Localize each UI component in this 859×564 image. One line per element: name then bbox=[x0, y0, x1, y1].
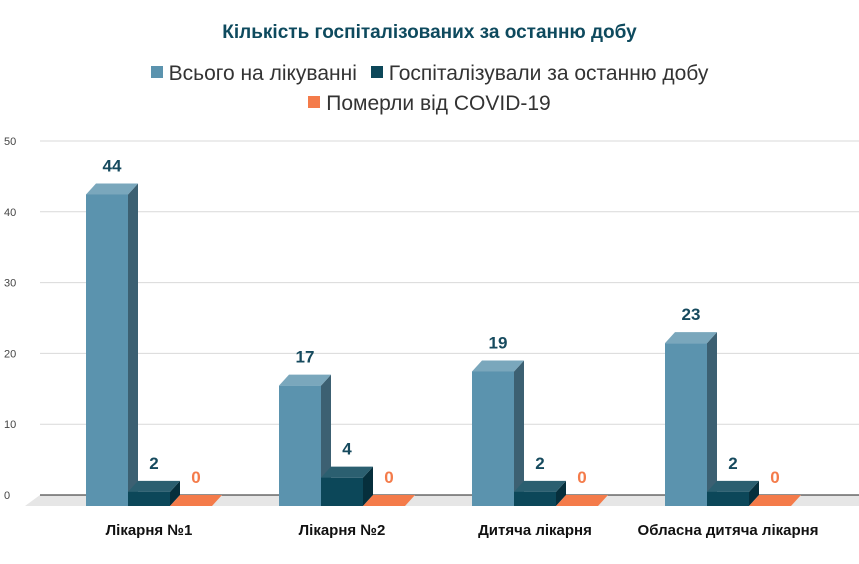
chart-floor bbox=[25, 495, 859, 506]
y-tick-label: 40 bbox=[4, 207, 16, 219]
bar bbox=[363, 495, 415, 506]
bar-top bbox=[472, 360, 524, 372]
data-label: 44 bbox=[103, 156, 122, 175]
bar-top bbox=[279, 374, 331, 386]
data-label: 19 bbox=[489, 333, 508, 352]
data-label: 2 bbox=[535, 454, 544, 473]
bar-top bbox=[514, 480, 566, 492]
bar-side bbox=[556, 480, 566, 506]
x-tick-label: Обласна дитяча лікарня bbox=[638, 522, 819, 539]
legend-swatch bbox=[308, 96, 321, 108]
bar-top bbox=[707, 480, 759, 492]
x-tick-label: Лікарня №2 bbox=[299, 522, 386, 539]
bar bbox=[321, 477, 363, 506]
bar bbox=[279, 385, 321, 506]
bar-top bbox=[665, 332, 717, 344]
bar bbox=[514, 491, 556, 506]
y-tick-label: 50 bbox=[4, 136, 16, 148]
legend-row-2: Померли від COVID-19 bbox=[0, 92, 859, 116]
legend-label: Всього на лікуванні bbox=[168, 62, 357, 85]
data-label: 2 bbox=[149, 454, 158, 473]
bar bbox=[749, 495, 801, 506]
data-label: 17 bbox=[296, 348, 315, 367]
legend: Всього на лікуванні Госпіталізували за о… bbox=[0, 62, 859, 86]
bar-side bbox=[170, 480, 180, 506]
y-tick-label: 0 bbox=[4, 490, 10, 502]
chart-title: Кількість госпіталізованих за останню до… bbox=[222, 22, 637, 43]
bar bbox=[707, 491, 749, 506]
legend-swatch bbox=[370, 66, 383, 78]
legend-item-total[interactable]: Всього на лікуванні bbox=[150, 62, 357, 86]
data-label: 2 bbox=[728, 454, 737, 473]
y-tick-label: 10 bbox=[4, 419, 16, 431]
legend-item-hospitalized[interactable]: Госпіталізували за останню добу bbox=[370, 62, 709, 86]
x-tick-label: Лікарня №1 bbox=[106, 522, 193, 539]
data-label: 23 bbox=[682, 305, 701, 324]
legend-label: Померли від COVID-19 bbox=[326, 92, 551, 115]
data-label: 4 bbox=[342, 440, 352, 459]
legend-swatch bbox=[150, 66, 163, 78]
data-label: 0 bbox=[577, 468, 586, 487]
data-label: 0 bbox=[191, 468, 200, 487]
bar-top bbox=[321, 466, 373, 478]
legend-label: Госпіталізували за останню добу bbox=[388, 62, 709, 85]
bar-side bbox=[514, 360, 524, 506]
bar-side bbox=[707, 332, 717, 506]
bar bbox=[472, 371, 514, 506]
bar-top bbox=[86, 183, 138, 195]
x-tick-label: Дитяча лікарня bbox=[478, 522, 592, 539]
bar bbox=[170, 495, 222, 506]
bar-side bbox=[363, 466, 373, 506]
y-tick-label: 20 bbox=[4, 348, 16, 360]
bar bbox=[556, 495, 608, 506]
data-label: 0 bbox=[384, 468, 393, 487]
legend-item-deaths[interactable]: Померли від COVID-19 bbox=[308, 92, 551, 116]
bar bbox=[128, 491, 170, 506]
data-label: 0 bbox=[770, 468, 779, 487]
bar bbox=[86, 194, 128, 507]
y-tick-label: 30 bbox=[4, 278, 16, 290]
bar-side bbox=[128, 183, 138, 507]
bar-side bbox=[749, 480, 759, 506]
bar bbox=[665, 343, 707, 506]
bar-top bbox=[128, 480, 180, 492]
